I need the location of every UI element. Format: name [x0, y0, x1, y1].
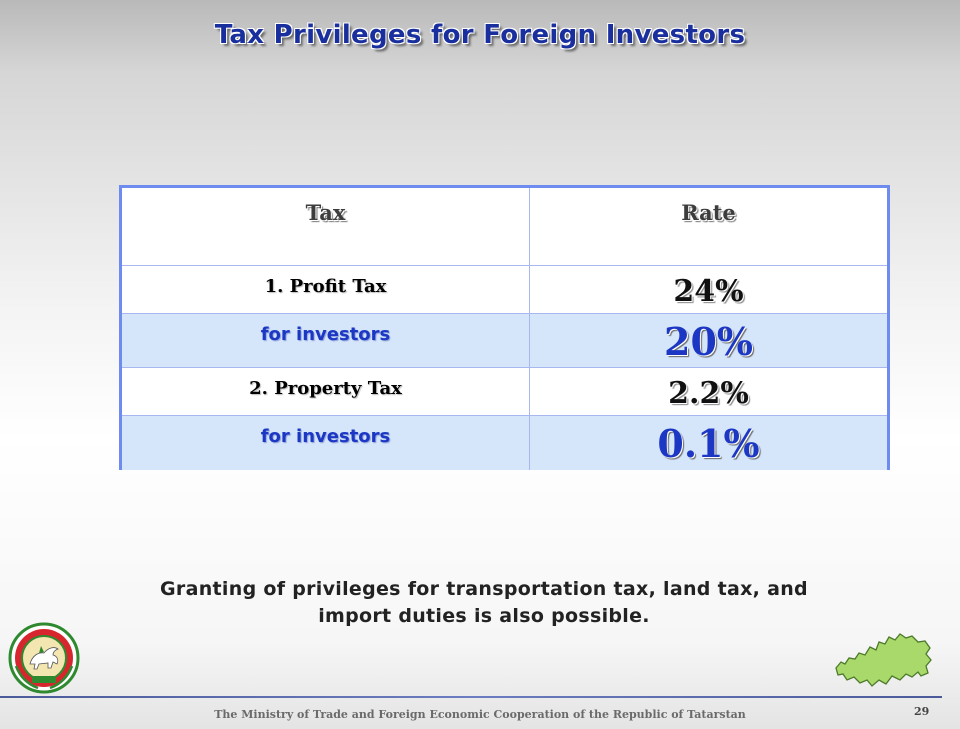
table-row: 2. Property Tax 2.2% — [122, 368, 887, 416]
tatarstan-map-icon — [835, 633, 932, 687]
footer-divider — [0, 696, 942, 698]
privileges-note-line1: Granting of privileges for transportatio… — [160, 578, 808, 600]
page-number: 29 — [914, 705, 930, 718]
table-row: for investors 20% — [122, 314, 887, 368]
footer-ministry-text: The Ministry of Trade and Foreign Econom… — [214, 708, 746, 721]
header-tax-label: Tax — [305, 200, 346, 225]
table-row: 1. Profit Tax 24% — [122, 266, 887, 314]
header-cell-rate: Rate — [530, 188, 887, 265]
tax-rate-table: Tax Rate 1. Profit Tax 24% for investors… — [119, 185, 890, 470]
table-header-row: Tax Rate — [122, 188, 887, 266]
tax-rate: 20% — [664, 319, 753, 364]
privileges-note: Granting of privileges for transportatio… — [60, 576, 908, 630]
tax-rate: 24% — [673, 274, 744, 309]
tax-rate: 0.1% — [657, 421, 760, 466]
tax-name: 2. Property Tax — [249, 378, 402, 399]
tax-name: for investors — [260, 426, 391, 447]
header-rate-label: Rate — [681, 200, 736, 225]
tax-name: 1. Profit Tax — [264, 276, 387, 297]
table-row: for investors 0.1% — [122, 416, 887, 470]
tax-name: for investors — [260, 324, 391, 345]
privileges-note-line2: import duties is also possible. — [318, 605, 650, 627]
tax-rate: 2.2% — [668, 376, 749, 411]
page-title: Tax Privileges for Foreign Investors — [214, 20, 746, 50]
tatarstan-coat-of-arms-icon — [8, 622, 80, 694]
header-cell-tax: Tax — [122, 188, 530, 265]
